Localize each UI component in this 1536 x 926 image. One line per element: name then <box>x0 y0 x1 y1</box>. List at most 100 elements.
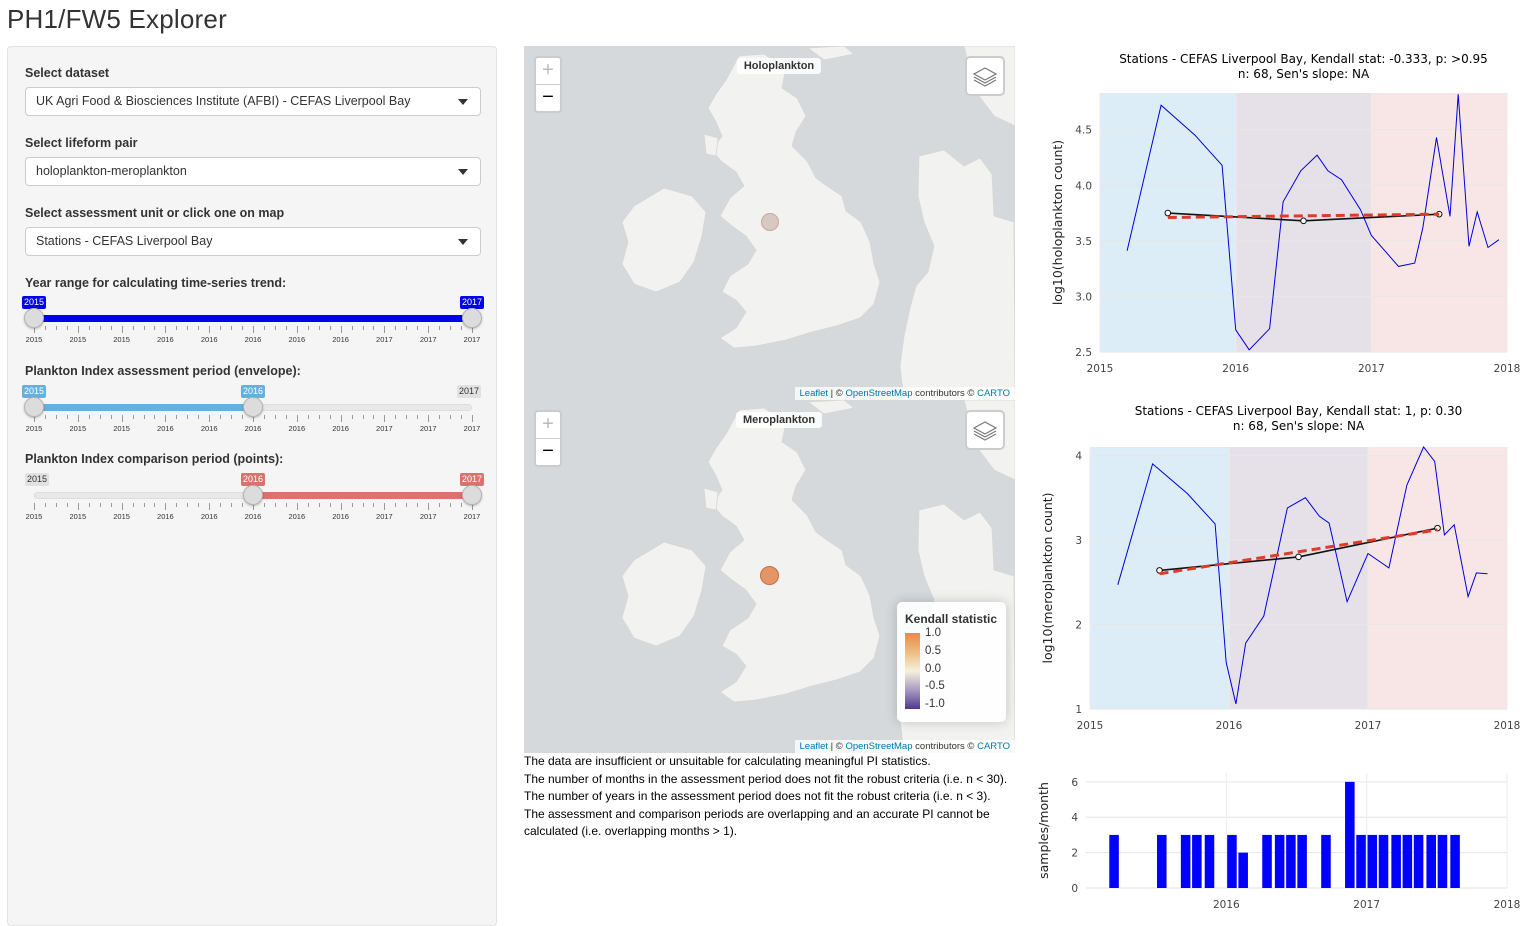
bar <box>1345 781 1355 888</box>
slider-tick <box>285 503 287 507</box>
map-holoplankton[interactable]: + − Holoplankton Leaflet | © OpenStreetM… <box>524 46 1015 400</box>
bar <box>1204 834 1215 888</box>
year-range-slider[interactable]: 2015 2017 2015 2015 2015 2016 2016 2016 2016 2016… <box>21 296 485 346</box>
zoom-in-button[interactable]: + <box>542 413 554 435</box>
dataset-select[interactable]: UK Agri Food & Biosciences Institute (AF… <box>25 87 481 116</box>
y-tick-label: 6 <box>1071 777 1078 789</box>
slider-tick <box>231 326 233 330</box>
slider-range-bar <box>253 492 472 499</box>
assessment-period-slider[interactable]: 2017 2015 2016 2015 2015 2015 2016 2016 2016 2016… <box>21 385 482 435</box>
slider-from-handle[interactable] <box>243 485 263 505</box>
bar <box>1437 834 1448 888</box>
assessment-unit-select[interactable]: Stations - CEFAS Liverpool Bay <box>25 227 481 256</box>
bar <box>1402 834 1413 888</box>
layers-icon <box>972 67 998 87</box>
slider-tick <box>88 326 90 330</box>
layers-button[interactable] <box>965 410 1005 450</box>
station-marker[interactable] <box>761 213 779 231</box>
caret-down-icon <box>458 169 468 175</box>
y-axis-label: samples/month <box>1036 782 1051 879</box>
slider-tick <box>165 415 167 422</box>
slider-tick-label: 2016 <box>200 424 218 433</box>
slider-tick <box>263 415 265 419</box>
y-axis-label: log10(holoplankton count) <box>1050 140 1065 305</box>
slider-tick-label: 2017 <box>463 424 481 433</box>
slider-tick <box>165 503 167 510</box>
bar <box>1413 834 1424 888</box>
slider-tick <box>384 503 386 510</box>
zoom-out-button[interactable]: − <box>542 86 554 108</box>
station-marker[interactable] <box>760 566 779 585</box>
slider-to-handle[interactable] <box>462 308 482 328</box>
slider-tick-label: 2016 <box>244 335 262 344</box>
slider-tick <box>99 415 101 419</box>
slider-tick-label: 2015 <box>25 424 43 433</box>
slider-to-label: 2016 <box>240 385 266 398</box>
holoplankton-chart: Stations - CEFAS Liverpool Bay, Kendall … <box>1030 48 1530 383</box>
slider-tick <box>406 415 408 419</box>
slider-tick <box>296 503 298 510</box>
map-attribution: Leaflet | © OpenStreetMap contributors ©… <box>794 740 1015 753</box>
leaflet-link[interactable]: Leaflet <box>799 741 829 752</box>
map-meroplankton[interactable]: + − Meroplankton Kendall statistic 1.0 0… <box>524 400 1015 753</box>
slider-tick-label: 2017 <box>376 424 393 433</box>
layers-button[interactable] <box>965 56 1005 96</box>
slider-tick-label: 2015 <box>113 424 130 433</box>
map-title-meroplankton: Meroplankton <box>735 412 823 428</box>
slider-tick <box>384 415 386 422</box>
period-band <box>1371 93 1507 352</box>
slider-from-handle[interactable] <box>24 308 44 328</box>
slider-tick <box>362 415 364 419</box>
pi-message: The number of years in the assessment pe… <box>524 789 991 803</box>
slider-tick <box>110 415 112 419</box>
zoom-in-button[interactable]: + <box>542 59 554 81</box>
x-tick-label: 2017 <box>1353 899 1380 911</box>
osm-link[interactable]: OpenStreetMap <box>845 741 913 752</box>
meroplankton-chart: Stations - CEFAS Liverpool Bay, Kendall … <box>1030 400 1530 735</box>
slider-tick <box>417 503 419 507</box>
map-title-holoplankton: Holoplankton <box>736 58 822 74</box>
slider-to-handle[interactable] <box>462 485 482 505</box>
slider-tick <box>439 326 441 330</box>
leaflet-link[interactable]: Leaflet <box>799 388 829 399</box>
x-tick-label: 2016 <box>1222 363 1249 375</box>
slider-tick <box>77 326 79 333</box>
carto-link[interactable]: CARTO <box>977 741 1010 752</box>
slider-tick <box>176 415 178 419</box>
slider-to-handle[interactable] <box>243 397 263 417</box>
slider-tick-label: 2016 <box>332 335 349 344</box>
slider-tick <box>88 503 90 507</box>
bar <box>1286 834 1296 888</box>
slider-tick <box>209 415 211 422</box>
y-tick-label: 2 <box>1071 848 1078 860</box>
slider-tick <box>296 326 298 333</box>
slider-tick <box>285 326 287 330</box>
y-tick-label: 3 <box>1075 535 1082 547</box>
slider-tick <box>110 503 112 507</box>
slider-from-handle[interactable] <box>24 397 44 417</box>
bar <box>1274 834 1285 888</box>
zoom-divider <box>536 84 560 85</box>
zoom-out-button[interactable]: − <box>542 440 554 462</box>
legend-title: Kendall statistic <box>905 612 998 626</box>
bar <box>1238 852 1248 888</box>
slider-tick-label: 2016 <box>332 512 349 521</box>
comparison-period-slider[interactable]: 2015 2016 2017 2015 2015 2015 2016 2016 2016 2016… <box>24 473 485 523</box>
map-attribution: Leaflet | © OpenStreetMap contributors ©… <box>794 387 1015 400</box>
slider-tick <box>66 503 68 507</box>
pi-message: The data are insufficient or unsuitable … <box>524 754 931 768</box>
basemap <box>621 46 1015 400</box>
slider-tick <box>253 326 254 333</box>
slider-tick <box>340 326 342 333</box>
slider-tick <box>263 326 265 330</box>
zoom-divider <box>536 438 560 439</box>
lifeform-label: Select lifeform pair <box>25 136 138 150</box>
lifeform-select-value: holoplankton-meroplankton <box>36 164 187 178</box>
osm-link[interactable]: OpenStreetMap <box>845 388 913 399</box>
carto-link[interactable]: CARTO <box>977 388 1010 399</box>
slider-tick <box>44 326 46 330</box>
lifeform-select[interactable]: holoplankton-meroplankton <box>25 157 481 186</box>
slider-tick-label: 2016 <box>332 424 349 433</box>
slider-tick <box>143 503 145 507</box>
y-tick-label: 4 <box>1075 450 1082 462</box>
